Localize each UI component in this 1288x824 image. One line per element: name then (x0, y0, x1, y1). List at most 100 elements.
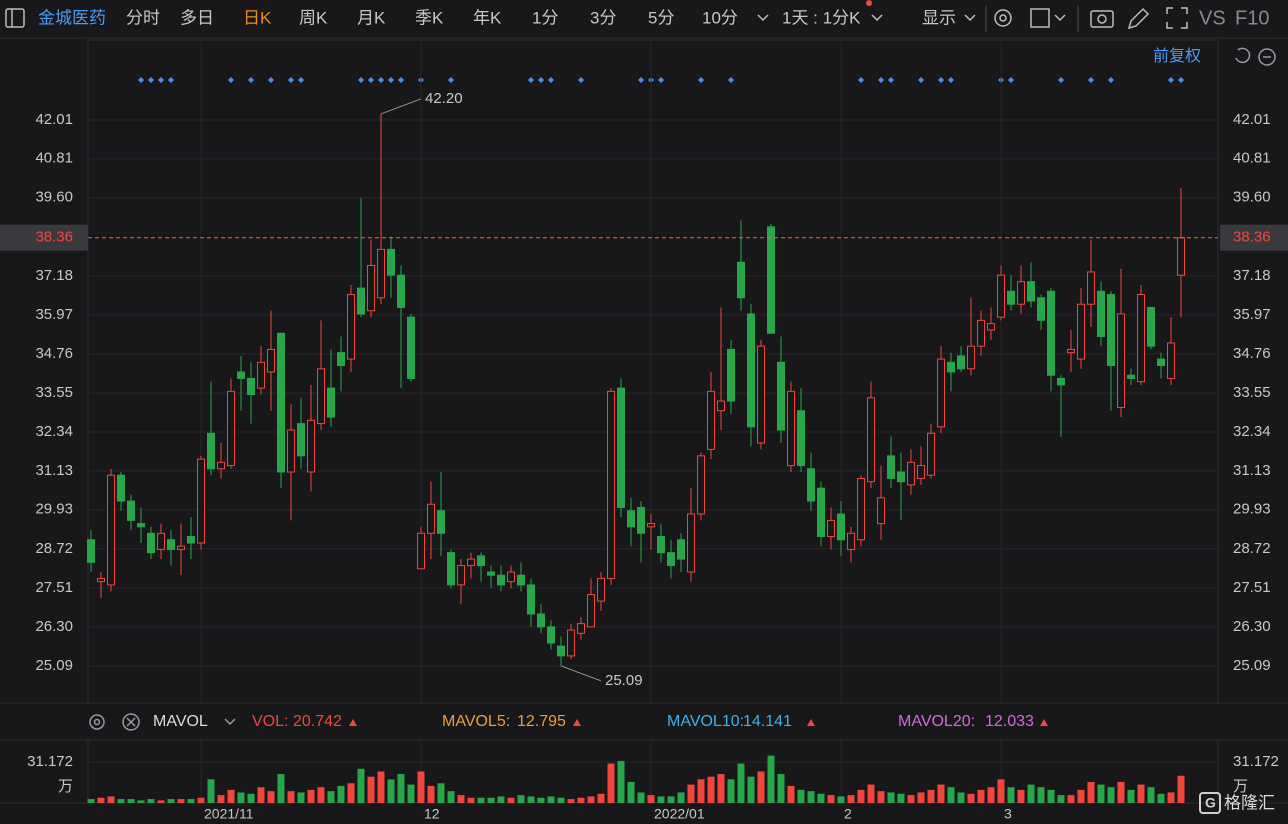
volume-bar (917, 792, 925, 803)
volume-bar (937, 784, 945, 803)
toolbar-tab[interactable]: 年K (473, 8, 502, 27)
toolbar-tab[interactable]: 3分 (590, 8, 616, 27)
candle-body (337, 352, 345, 367)
toolbar-tab[interactable]: 日K (243, 8, 272, 27)
volume-bar (837, 796, 845, 803)
candle-body (967, 345, 975, 370)
volume-bar (827, 795, 835, 803)
last-price-label: 38.36 (1233, 229, 1271, 246)
candle-body (507, 571, 515, 583)
indicator-close[interactable] (122, 713, 140, 731)
candle-body (1167, 342, 1175, 379)
candle-body (747, 313, 755, 428)
vs-button[interactable]: VS (1199, 7, 1226, 29)
volume-bar (457, 795, 465, 803)
indicator-settings[interactable] (89, 714, 105, 730)
stock-name[interactable]: 金城医药 (38, 8, 106, 27)
candle-body (87, 539, 95, 563)
candle-body (537, 613, 545, 628)
shape-icon[interactable] (1030, 8, 1050, 28)
candle-body (1087, 271, 1095, 305)
fullscreen-icon[interactable] (1166, 7, 1188, 29)
volume-bar (227, 789, 235, 803)
candle-body (167, 539, 175, 550)
toolbar-tab[interactable]: 周K (299, 8, 328, 27)
settings-icon[interactable] (994, 9, 1012, 27)
y-tick-label: 26.30 (35, 618, 73, 635)
volume-bar (387, 779, 395, 803)
volume-bar (567, 799, 575, 803)
candle-body (417, 532, 425, 570)
candle-body (207, 432, 215, 470)
volume-bar (87, 799, 95, 803)
volume-legend-value: 12.033 (985, 713, 1034, 730)
candle-body (277, 332, 285, 473)
volume-legend-value: 14.141 (743, 713, 792, 730)
candle-body (877, 497, 885, 525)
display-menu[interactable]: 显示 (922, 8, 956, 27)
last-price-box (0, 224, 88, 251)
volume-bar (957, 792, 965, 803)
volume-bar (627, 781, 635, 803)
candle-body (247, 377, 255, 396)
volume-bar (117, 799, 125, 803)
candle-body (347, 294, 355, 360)
toolbar-tab[interactable]: 1分 (532, 8, 558, 27)
volume-bar (287, 791, 295, 803)
y-tick-label: 31.13 (1233, 462, 1271, 479)
candle-body (357, 287, 365, 315)
candle-body (457, 565, 465, 586)
annotation-label: 25.09 (605, 672, 643, 689)
candle-body (717, 400, 725, 412)
volume-legend-name: MAVOL5: (442, 713, 510, 730)
candle-body (907, 461, 915, 486)
volume-bar (157, 800, 165, 803)
candle-body (767, 226, 775, 334)
candle-body (467, 558, 475, 567)
camera-icon[interactable] (1090, 10, 1114, 28)
candle-body (1047, 290, 1055, 376)
volume-bar (607, 763, 615, 803)
candle-body (367, 265, 375, 312)
x-tick-label: 2021/11 (204, 806, 254, 822)
volume-legend-name: MAVOL20: (898, 713, 975, 730)
candle-body (177, 545, 185, 550)
y-tick-label: 33.55 (35, 384, 73, 401)
adjust-mode[interactable]: 前复权 (1153, 47, 1201, 65)
toolbar-tab[interactable]: 10分 (702, 8, 738, 27)
volume-bar (497, 796, 505, 803)
candle-body (657, 536, 665, 554)
toolbar-tab[interactable]: 5分 (648, 8, 674, 27)
indicator-select[interactable] (224, 718, 236, 726)
pen-icon[interactable] (1127, 7, 1150, 30)
toolbar-tab[interactable]: 多日 (180, 8, 214, 27)
volume-bar (1097, 784, 1105, 803)
candle-body (157, 532, 165, 550)
reset-icon[interactable] (1235, 47, 1251, 64)
candle-body (807, 468, 815, 502)
sidebar-icon[interactable] (5, 8, 25, 28)
candle-body (917, 465, 925, 479)
f10-button[interactable]: F10 (1235, 7, 1269, 29)
candle-body (607, 390, 615, 579)
candle-body (1017, 281, 1025, 305)
candle-body (487, 571, 495, 576)
candle-body (407, 316, 415, 379)
toolbar-tab[interactable]: 月K (357, 8, 386, 27)
candle-body (957, 355, 965, 370)
volume-legend-arrow (349, 719, 357, 726)
toolbar-tab[interactable]: 分时 (126, 8, 160, 27)
toolbar-tab[interactable]: 季K (415, 8, 444, 27)
candle-body (617, 387, 625, 508)
period-select[interactable]: 1天 : 1分K (782, 8, 861, 27)
volume-bar (447, 791, 455, 803)
y-tick-label: 27.51 (35, 579, 73, 596)
minus-icon[interactable] (1258, 48, 1276, 66)
candle-body (757, 345, 765, 444)
candle-body (267, 348, 275, 373)
y-tick-label: 28.72 (1233, 540, 1271, 557)
candle-body (827, 519, 835, 538)
volume-bar (717, 774, 725, 803)
y-tick-label: 25.09 (35, 657, 73, 674)
candle-body (107, 474, 115, 586)
